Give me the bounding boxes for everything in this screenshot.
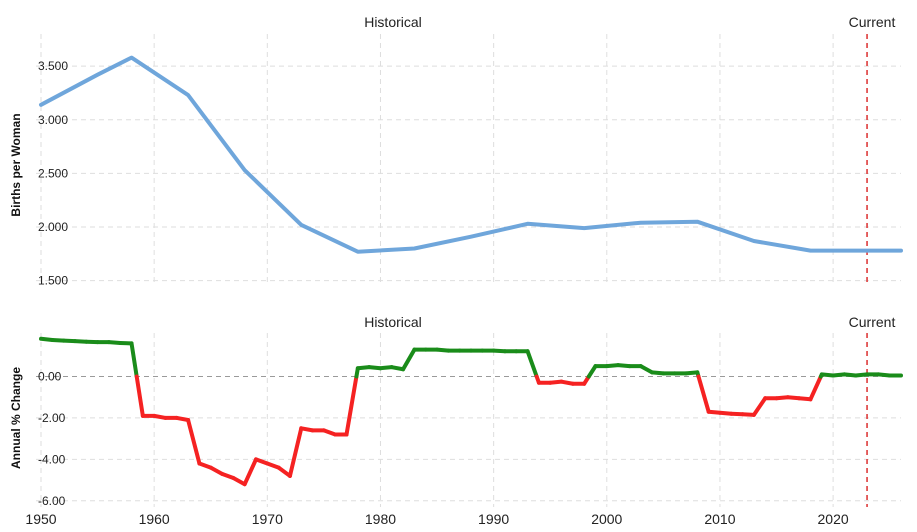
x-tick-label: 2020 (818, 511, 849, 527)
top-series (41, 58, 901, 252)
x-tick-label: 1980 (365, 511, 396, 527)
top-current-label: Current (849, 14, 896, 30)
x-tick-label: 2010 (704, 511, 735, 527)
x-axis-ticks: 1950 1960 1970 1980 1990 2000 2010 2020 (25, 511, 848, 527)
annual-change-segment (403, 350, 414, 370)
y-tick-label: -4.00 (38, 452, 66, 466)
annual-change-segment (347, 377, 357, 435)
y-tick-label: -6.00 (38, 494, 66, 508)
annual-change-segment (132, 343, 137, 376)
annual-change-segment (137, 377, 143, 416)
y-tick-label: 3.500 (38, 59, 68, 73)
y-tick-label: 2.500 (38, 166, 68, 180)
x-tick-label: 1960 (139, 511, 170, 527)
bottom-current-label: Current (849, 314, 896, 330)
x-tick-label: 1970 (252, 511, 283, 527)
top-grid (36, 34, 901, 286)
bottom-y-axis-label: Annual % Change (9, 367, 23, 469)
x-tick-label: 1990 (478, 511, 509, 527)
annual-change-segment (188, 420, 199, 464)
top-historical-label: Historical (364, 14, 422, 30)
bottom-grid (36, 333, 901, 507)
top-y-axis-label: Births per Woman (9, 113, 23, 216)
x-tick-label: 2000 (591, 511, 622, 527)
annual-change-segment (810, 377, 820, 400)
annual-change-segment (290, 428, 301, 476)
annual-change-segment (699, 377, 709, 412)
y-tick-label: 1.500 (38, 274, 68, 288)
annual-change-segment (754, 398, 765, 415)
bottom-series (41, 339, 901, 484)
bottom-y-ticks: 0.00 -2.00 -4.00 -6.00 (38, 370, 66, 508)
y-tick-label: -2.00 (38, 411, 66, 425)
annual-change-segment (245, 459, 256, 484)
y-tick-label: 3.000 (38, 113, 68, 127)
y-tick-label: 2.000 (38, 220, 68, 234)
births-per-woman-line (41, 58, 901, 252)
bottom-historical-label: Historical (364, 314, 422, 330)
y-tick-label: 0.00 (38, 370, 62, 384)
x-tick-label: 1950 (25, 511, 56, 527)
annual-change-segment (528, 351, 537, 376)
